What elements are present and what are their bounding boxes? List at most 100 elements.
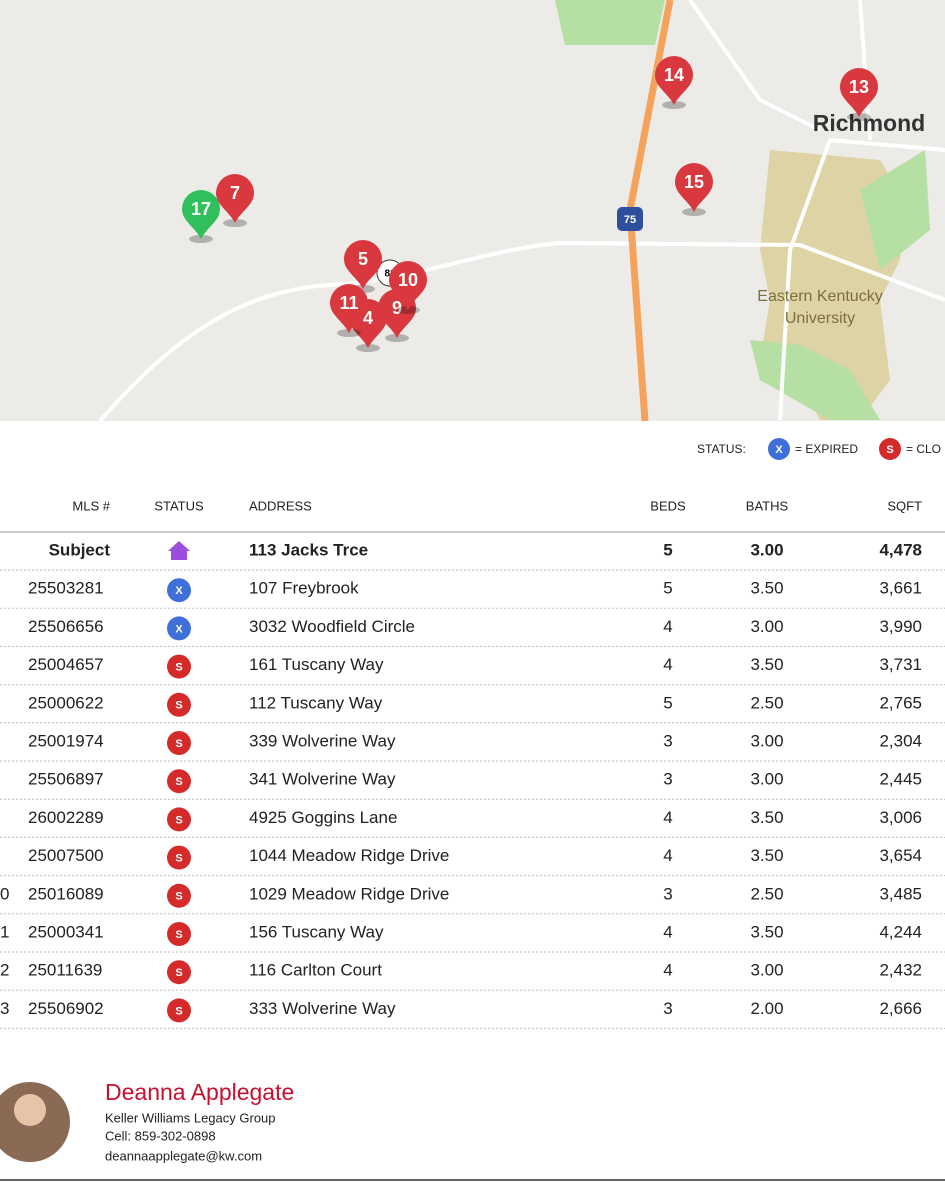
cell-mls: 25011639 bbox=[28, 961, 102, 980]
status-text: X bbox=[175, 623, 183, 635]
cell-sqft: 2,765 bbox=[879, 693, 922, 712]
column-header: ADDRESS bbox=[249, 498, 312, 513]
cell-baths: 3.00 bbox=[750, 770, 783, 789]
cell-beds: 4 bbox=[663, 808, 672, 827]
status-icon bbox=[167, 998, 191, 1023]
cell-beds: 3 bbox=[663, 770, 672, 789]
row-number: 3 bbox=[0, 999, 9, 1018]
agent-cell: Cell: 859-302-0898 bbox=[105, 1128, 216, 1143]
legend-title: STATUS: bbox=[697, 442, 746, 456]
agent-name: Deanna Applegate bbox=[105, 1079, 294, 1105]
cell-baths: 2.50 bbox=[750, 693, 783, 712]
pin-label: 17 bbox=[191, 199, 211, 219]
pin-label: 5 bbox=[358, 249, 368, 269]
agent: Deanna Applegate Keller Williams Legacy … bbox=[0, 1079, 945, 1181]
cell-sqft: 4,244 bbox=[879, 922, 922, 941]
cell-beds: 3 bbox=[663, 731, 672, 750]
pin bbox=[330, 284, 368, 333]
legend-icon bbox=[879, 438, 901, 460]
cell-beds: 4 bbox=[663, 846, 672, 865]
cell-mls: 25007500 bbox=[28, 846, 104, 865]
agent-company: Keller Williams Legacy Group bbox=[105, 1110, 276, 1125]
status-text: S bbox=[175, 814, 182, 826]
cell-mls: 25506902 bbox=[28, 999, 104, 1018]
status-text: S bbox=[175, 738, 182, 750]
status-icon bbox=[167, 616, 191, 641]
cell-mls: 25506656 bbox=[28, 617, 104, 636]
pin-label: 7 bbox=[230, 183, 240, 203]
status-text: S bbox=[175, 891, 182, 903]
pin bbox=[675, 163, 713, 212]
status-icon bbox=[167, 845, 191, 870]
legend-icon bbox=[768, 438, 790, 460]
pin-label: 15 bbox=[684, 172, 704, 192]
university-label: Eastern Kentucky University bbox=[757, 288, 883, 327]
pin-label: 11 bbox=[339, 293, 358, 313]
cell-sqft: 4,478 bbox=[879, 540, 922, 559]
cell-address: 1029 Meadow Ridge Drive bbox=[249, 884, 449, 903]
legend-icon-text: S bbox=[886, 444, 893, 456]
pin-label: 13 bbox=[849, 77, 869, 97]
row-number: 1 bbox=[0, 922, 9, 941]
status-text: S bbox=[175, 776, 182, 788]
cell-address: 339 Wolverine Way bbox=[249, 731, 396, 750]
cell-beds: 4 bbox=[663, 655, 672, 674]
subject-icon bbox=[168, 541, 190, 560]
cell-sqft: 2,432 bbox=[879, 961, 922, 980]
pin-label: 9 bbox=[392, 298, 402, 318]
status-icon bbox=[167, 883, 191, 908]
status-text: S bbox=[175, 700, 182, 712]
column-header: MLS # bbox=[72, 498, 110, 513]
cell-beds: 3 bbox=[663, 884, 672, 903]
status-text: X bbox=[175, 585, 183, 597]
status-text: S bbox=[175, 1005, 182, 1017]
cell-baths: 3.00 bbox=[750, 731, 783, 750]
cell-beds: 5 bbox=[663, 579, 672, 598]
status-icon bbox=[167, 654, 191, 679]
column-header: BATHS bbox=[746, 498, 789, 513]
cell-baths: 3.50 bbox=[750, 846, 783, 865]
cell-sqft: 3,990 bbox=[879, 617, 922, 636]
pin bbox=[182, 190, 220, 239]
cell-baths: 3.50 bbox=[750, 808, 783, 827]
row-number: 0 bbox=[0, 884, 9, 903]
status-text: S bbox=[175, 929, 182, 941]
cell-baths: 3.00 bbox=[750, 961, 783, 980]
cell-beds: 4 bbox=[663, 961, 672, 980]
cell-address: 333 Wolverine Way bbox=[249, 999, 396, 1018]
status-icon bbox=[167, 807, 191, 832]
map: 75 81 Richmond Eastern Kentucky Universi… bbox=[0, 0, 945, 423]
cell-sqft: 2,666 bbox=[879, 999, 922, 1018]
cell-baths: 3.50 bbox=[750, 579, 783, 598]
pin bbox=[389, 261, 427, 310]
cell-beds: 3 bbox=[663, 999, 672, 1018]
cell-baths: 3.00 bbox=[750, 540, 783, 559]
column-header: BEDS bbox=[650, 498, 686, 513]
status-icon bbox=[167, 769, 191, 794]
cell-baths: 2.00 bbox=[750, 999, 783, 1018]
cell-beds: 4 bbox=[663, 617, 672, 636]
cell-sqft: 3,006 bbox=[879, 808, 922, 827]
cell-address: 156 Tuscany Way bbox=[249, 922, 384, 941]
pin bbox=[840, 68, 878, 117]
cell-sqft: 3,654 bbox=[879, 846, 922, 865]
cell-mls: 25004657 bbox=[28, 655, 104, 674]
city-label: Richmond bbox=[813, 110, 925, 136]
cell-mls: 25000622 bbox=[28, 693, 104, 712]
cell-beds: 5 bbox=[663, 540, 672, 559]
cell-beds: 5 bbox=[663, 693, 672, 712]
cell-address: 116 Carlton Court bbox=[249, 961, 382, 980]
pin bbox=[344, 240, 382, 289]
cell-sqft: 3,661 bbox=[879, 579, 922, 598]
cell-mls: Subject bbox=[49, 540, 111, 559]
cell-sqft: 3,485 bbox=[879, 884, 922, 903]
status-icon bbox=[167, 692, 191, 717]
legend-label: = CLO bbox=[906, 442, 941, 456]
cell-mls: 26002289 bbox=[28, 808, 104, 827]
row-number: 2 bbox=[0, 961, 9, 980]
cell-sqft: 3,731 bbox=[879, 655, 922, 674]
status-icon bbox=[167, 960, 191, 985]
